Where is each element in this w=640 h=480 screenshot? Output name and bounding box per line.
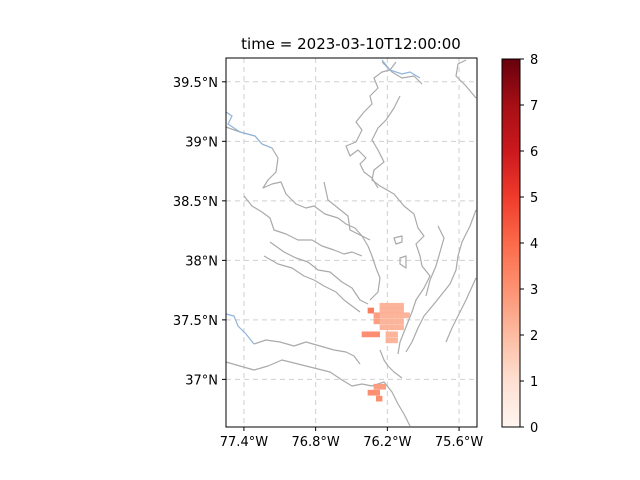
colorbar-tick-label: 5 <box>530 191 538 206</box>
data-cell-24 <box>361 331 369 338</box>
colorbar-tick-label: 8 <box>530 53 538 68</box>
data-cell-13 <box>397 312 404 319</box>
data-cell-26 <box>373 331 380 338</box>
data-cell-17 <box>385 318 392 325</box>
eastern-shore-inner <box>393 235 407 269</box>
susquehanna-river <box>381 59 421 79</box>
colorbar-tick-label: 4 <box>530 237 538 252</box>
western-shore-bay <box>345 61 423 189</box>
x-tick-label: 76.8°W <box>291 435 339 450</box>
colorbar-tick-label: 0 <box>530 421 538 436</box>
colorbar-ticks: 0 1 2 3 4 5 6 7 8 <box>520 53 538 436</box>
data-cell-12 <box>391 312 398 319</box>
data-cell-16 <box>379 318 386 325</box>
map-frame <box>225 57 478 428</box>
data-cell-25 <box>367 331 375 338</box>
data-cell-31 <box>373 383 380 390</box>
data-cell-21 <box>385 324 392 331</box>
data-cell-3 <box>397 302 404 309</box>
data-cell-19 <box>397 318 404 325</box>
eastern-shore-bay <box>371 95 431 355</box>
data-cell-23 <box>397 324 404 331</box>
data-cell-11 <box>385 312 392 319</box>
data-cell-32 <box>379 383 386 390</box>
delmarva-east <box>425 225 445 297</box>
data-cell-0 <box>379 302 386 309</box>
gridlines <box>226 58 477 427</box>
western-shore-lower <box>323 181 381 301</box>
y-tick-label: 38°N <box>185 254 218 269</box>
colorbar: 0 1 2 3 4 5 6 7 8 <box>501 53 538 436</box>
potomac-river-upper <box>225 111 273 149</box>
potomac-south-bank <box>243 195 363 257</box>
colorbar-tick-label: 7 <box>530 99 538 114</box>
data-cell-5 <box>379 307 386 314</box>
colorbar-gradient <box>501 58 521 428</box>
york-river-bank <box>253 339 361 365</box>
data-cell-34 <box>373 389 380 396</box>
x-tick-label: 75.6°W <box>435 435 483 450</box>
coastlines <box>225 59 477 427</box>
potomac-north-bank <box>225 126 371 241</box>
data-cell-6 <box>385 307 392 314</box>
rappahannock-north-bank <box>269 241 369 305</box>
y-axis: 37°N 37.5°N 38°N 38.5°N 39°N 39.5°N <box>173 76 226 388</box>
rappahannock-south-bank <box>263 255 361 313</box>
data-cell-1 <box>385 302 392 309</box>
data-cell-28 <box>391 331 398 338</box>
precipitation-cells <box>361 302 410 402</box>
map-area <box>225 57 478 428</box>
y-tick-label: 39.5°N <box>173 76 218 91</box>
james-river-bank <box>225 359 411 427</box>
x-tick-label: 76.2°W <box>363 435 411 450</box>
lower-bay-mouth <box>379 277 477 379</box>
james-river-upper <box>225 313 255 345</box>
data-cell-27 <box>385 331 392 338</box>
x-tick-label: 77.4°W <box>220 435 268 450</box>
data-cell-15 <box>373 318 380 325</box>
data-cell-8 <box>397 307 404 314</box>
x-axis: 77.4°W 76.8°W 76.2°W 75.6°W <box>220 427 483 450</box>
chart-title: time = 2023-03-10T12:00:00 <box>241 35 461 53</box>
data-cell-29 <box>385 337 392 344</box>
y-tick-label: 37.5°N <box>173 314 218 329</box>
data-cell-2 <box>391 302 398 309</box>
colorbar-tick-label: 3 <box>530 283 538 298</box>
data-cell-33 <box>367 389 375 396</box>
data-cell-4 <box>367 307 375 314</box>
data-cell-22 <box>391 324 398 331</box>
y-tick-label: 39°N <box>185 135 218 150</box>
data-cell-7 <box>391 307 398 314</box>
data-cell-20 <box>379 324 386 331</box>
atlantic-coast <box>405 59 477 353</box>
y-tick-label: 37°N <box>185 373 218 388</box>
data-cell-14 <box>403 312 410 319</box>
data-cell-18 <box>391 318 398 325</box>
colorbar-tick-label: 2 <box>530 329 538 344</box>
y-tick-label: 38.5°N <box>173 195 218 210</box>
colorbar-tick-label: 6 <box>530 145 538 160</box>
data-cell-30 <box>391 337 398 344</box>
data-cell-10 <box>379 312 386 319</box>
data-cell-9 <box>373 312 380 319</box>
colorbar-tick-label: 1 <box>530 375 538 390</box>
data-cell-35 <box>376 395 383 402</box>
